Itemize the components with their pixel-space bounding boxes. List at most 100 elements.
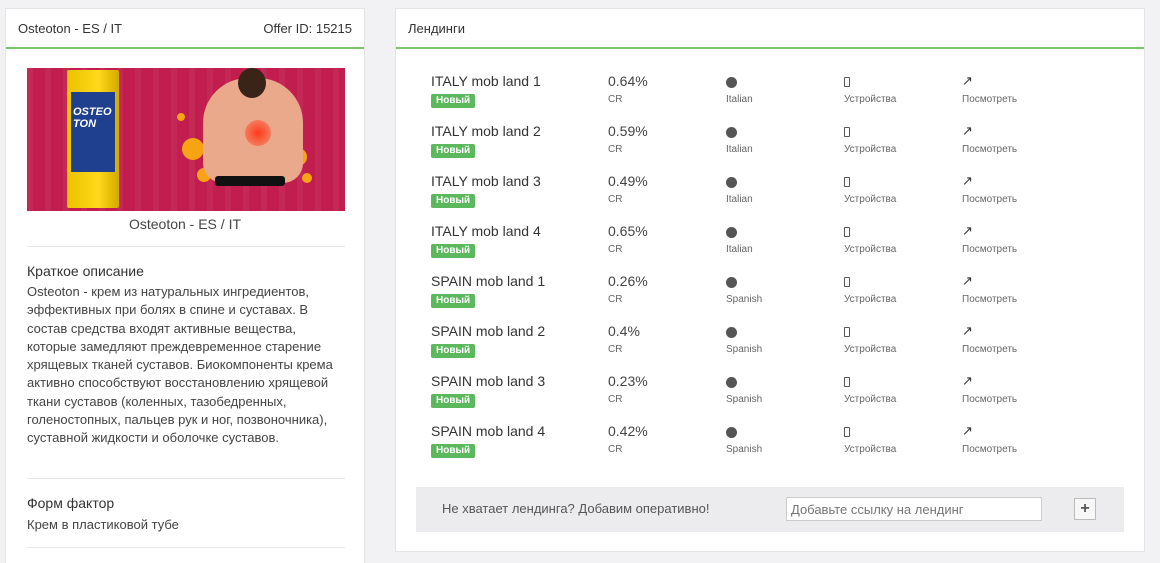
mobile-icon — [844, 427, 850, 437]
form-factor-title: Форм фактор — [27, 495, 115, 511]
mobile-icon — [844, 377, 850, 387]
product-box: OSTEO TON — [67, 70, 119, 208]
landing-row: SPAIN mob land 1 Новый 0.26% CR Spanish … — [431, 273, 1071, 315]
new-badge: Новый — [431, 294, 476, 308]
landing-name[interactable]: ITALY mob land 2 — [431, 123, 541, 139]
landing-language: Spanish — [726, 444, 763, 455]
offer-id: Offer ID: 15215 — [263, 20, 352, 36]
landing-row: SPAIN mob land 3 Новый 0.23% CR Spanish … — [431, 373, 1071, 415]
landing-cr-value: 0.23% — [608, 373, 648, 389]
globe-icon — [726, 277, 737, 288]
cr-label: CR — [608, 294, 623, 305]
devices-label: Устройства — [844, 394, 897, 405]
product-image: OSTEO TON — [27, 68, 345, 211]
external-link-icon[interactable]: ↗ — [962, 123, 973, 138]
mobile-icon — [844, 277, 850, 287]
cr-label: CR — [608, 344, 623, 355]
landing-name[interactable]: SPAIN mob land 1 — [431, 273, 546, 289]
globe-icon — [726, 227, 737, 238]
globe-icon — [726, 177, 737, 188]
landings-panel-header: Лендинги — [396, 9, 1144, 49]
missing-landing-prompt: Не хватает лендинга? Добавим оперативно! — [442, 501, 710, 516]
landing-language: Italian — [726, 144, 753, 155]
cr-label: CR — [608, 394, 623, 405]
new-badge: Новый — [431, 444, 476, 458]
external-link-icon[interactable]: ↗ — [962, 373, 973, 388]
devices-label: Устройства — [844, 244, 897, 255]
landing-language: Italian — [726, 194, 753, 205]
new-badge: Новый — [431, 344, 476, 358]
landing-cr-value: 0.59% — [608, 123, 648, 139]
offer-panel-header: Osteoton - ES / IT Offer ID: 15215 — [6, 9, 364, 49]
view-link[interactable]: Посмотреть — [962, 344, 1018, 355]
landing-name[interactable]: ITALY mob land 3 — [431, 173, 541, 189]
landing-name[interactable]: SPAIN mob land 2 — [431, 323, 546, 339]
view-link[interactable]: Посмотреть — [962, 244, 1018, 255]
landing-name[interactable]: SPAIN mob land 4 — [431, 423, 546, 439]
landing-name[interactable]: ITALY mob land 4 — [431, 223, 541, 239]
devices-label: Устройства — [844, 444, 897, 455]
landing-language: Spanish — [726, 294, 763, 305]
offer-panel: Osteoton - ES / IT Offer ID: 15215 OSTEO… — [5, 8, 365, 563]
landing-cr-value: 0.26% — [608, 273, 648, 289]
devices-label: Устройства — [844, 194, 897, 205]
landing-row: ITALY mob land 4 Новый 0.65% CR Italian … — [431, 223, 1071, 265]
add-landing-bar: Не хватает лендинга? Добавим оперативно!… — [416, 487, 1124, 532]
new-badge: Новый — [431, 94, 476, 108]
view-link[interactable]: Посмотреть — [962, 394, 1018, 405]
new-badge: Новый — [431, 244, 476, 258]
landing-name[interactable]: ITALY mob land 1 — [431, 73, 541, 89]
external-link-icon[interactable]: ↗ — [962, 223, 973, 238]
external-link-icon[interactable]: ↗ — [962, 323, 973, 338]
globe-icon — [726, 327, 737, 338]
short-description-text: Osteoton - крем из натуральных ингредиен… — [27, 284, 333, 446]
landing-language: Italian — [726, 94, 753, 105]
landing-language: Spanish — [726, 344, 763, 355]
globe-icon — [726, 77, 737, 88]
landing-cr-value: 0.42% — [608, 423, 648, 439]
landing-cr-value: 0.4% — [608, 323, 640, 339]
view-link[interactable]: Посмотреть — [962, 94, 1018, 105]
landing-cr-value: 0.49% — [608, 173, 648, 189]
landing-url-input[interactable] — [786, 497, 1042, 521]
mobile-icon — [844, 227, 850, 237]
landing-row: ITALY mob land 2 Новый 0.59% CR Italian … — [431, 123, 1071, 165]
landing-cr-value: 0.64% — [608, 73, 648, 89]
new-badge: Новый — [431, 194, 476, 208]
landings-title: Лендинги — [408, 20, 465, 36]
globe-icon — [726, 427, 737, 438]
landing-cr-value: 0.65% — [608, 223, 648, 239]
mobile-icon — [844, 177, 850, 187]
external-link-icon[interactable]: ↗ — [962, 73, 973, 88]
divider — [27, 547, 345, 548]
devices-label: Устройства — [844, 344, 897, 355]
cr-label: CR — [608, 94, 623, 105]
external-link-icon[interactable]: ↗ — [962, 173, 973, 188]
external-link-icon[interactable]: ↗ — [962, 423, 973, 438]
form-factor-text: Крем в пластиковой тубе — [27, 517, 179, 532]
devices-label: Устройства — [844, 94, 897, 105]
landing-name[interactable]: SPAIN mob land 3 — [431, 373, 546, 389]
landing-language: Italian — [726, 244, 753, 255]
cr-label: CR — [608, 144, 623, 155]
landing-row: ITALY mob land 3 Новый 0.49% CR Italian … — [431, 173, 1071, 215]
globe-icon — [726, 127, 737, 138]
add-landing-button[interactable]: + — [1074, 498, 1096, 520]
view-link[interactable]: Посмотреть — [962, 194, 1018, 205]
view-link[interactable]: Посмотреть — [962, 144, 1018, 155]
landing-row: ITALY mob land 1 Новый 0.64% CR Italian … — [431, 73, 1071, 115]
devices-label: Устройства — [844, 144, 897, 155]
mobile-icon — [844, 127, 850, 137]
view-link[interactable]: Посмотреть — [962, 444, 1018, 455]
landing-row: SPAIN mob land 4 Новый 0.42% CR Spanish … — [431, 423, 1071, 465]
short-description-title: Краткое описание — [27, 263, 144, 279]
mobile-icon — [844, 327, 850, 337]
view-link[interactable]: Посмотреть — [962, 294, 1018, 305]
mobile-icon — [844, 77, 850, 87]
external-link-icon[interactable]: ↗ — [962, 273, 973, 288]
offer-title: Osteoton - ES / IT — [18, 20, 123, 36]
devices-label: Устройства — [844, 294, 897, 305]
cr-label: CR — [608, 244, 623, 255]
product-caption: Osteoton - ES / IT — [128, 216, 242, 232]
new-badge: Новый — [431, 394, 476, 408]
